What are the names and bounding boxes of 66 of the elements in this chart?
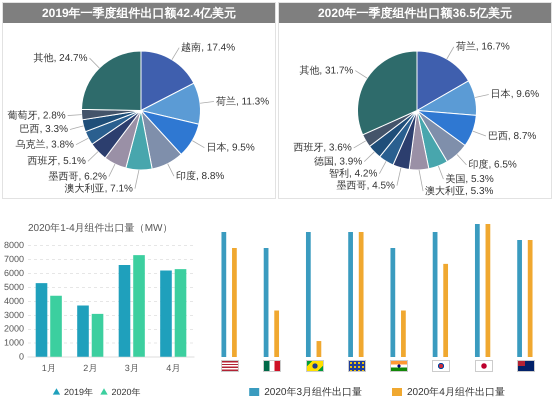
bar — [174, 269, 186, 357]
legend-label: 2020年4月组件出口量 — [407, 386, 505, 398]
slice-label: 墨西哥, 4.5% — [336, 180, 396, 192]
slice-label: 德国, 3.9% — [314, 156, 362, 168]
legend-label: 2020年 — [112, 386, 141, 397]
y-tick-label: 2000 — [4, 324, 24, 334]
bar — [133, 255, 145, 357]
slice-label: 巴西, 8.7% — [488, 130, 536, 142]
bar — [517, 240, 522, 357]
y-tick-label: 8000 — [4, 240, 24, 250]
slice-label: 西班牙, 5.1% — [28, 155, 86, 168]
bar — [232, 248, 237, 357]
y-tick-label: 1000 — [4, 338, 24, 348]
slice-label: 荷兰, 16.7% — [456, 40, 510, 53]
x-tick-label: 2月 — [83, 363, 98, 374]
y-tick-label: 6000 — [4, 268, 24, 278]
bar — [221, 232, 226, 357]
slice-label: 其他, 24.7% — [34, 52, 88, 64]
bar — [474, 224, 480, 357]
slice-label: 印度, 8.8% — [176, 170, 224, 182]
bar — [348, 232, 353, 357]
bar — [358, 232, 364, 357]
slice-label: 智利, 4.2% — [329, 167, 378, 180]
x-tick-label: 4月 — [166, 363, 180, 374]
chart-title: 2019年一季度组件出口额42.4亿美元 — [3, 3, 275, 23]
y-tick-label: 3000 — [4, 310, 24, 320]
bar — [160, 270, 172, 357]
slice-label: 澳大利亚, 7.1% — [64, 182, 134, 194]
bar — [528, 240, 533, 357]
bar — [50, 296, 62, 357]
slice-label: 美国, 5.3% — [445, 172, 494, 185]
chart-title: 2020年一季度组件出口额36.5亿美元 — [279, 3, 551, 23]
bar — [432, 232, 438, 357]
slice-label: 墨西哥, 6.2% — [48, 171, 107, 182]
bar — [36, 283, 48, 357]
slice-label: 其他, 31.7% — [299, 64, 354, 76]
slice-label: 西班牙, 3.6% — [293, 142, 352, 154]
bar — [118, 264, 130, 357]
y-tick-label: 4000 — [4, 296, 24, 306]
slice-label: 巴西, 3.3% — [20, 124, 68, 136]
slice-label: 乌克兰, 3.8% — [16, 138, 74, 150]
bar — [401, 310, 406, 357]
slice-label: 越南, 17.4% — [181, 41, 236, 54]
slice-label: 荷兰, 11.3% — [216, 95, 270, 108]
y-tick-label: 7000 — [4, 254, 24, 264]
slice-label: 葡萄牙, 2.8% — [7, 109, 66, 122]
slice-label: 日本, 9.5% — [206, 141, 255, 154]
x-tick-label: 3月 — [124, 363, 139, 374]
slice-label: 澳大利亚, 5.3% — [425, 184, 494, 197]
slice-label: 日本, 9.6% — [490, 88, 540, 100]
bar — [306, 232, 311, 357]
slice-label: 印度, 6.5% — [468, 158, 517, 171]
y-tick-label: 5000 — [4, 282, 24, 292]
bar — [443, 264, 448, 357]
bar — [77, 305, 89, 357]
bar — [92, 314, 104, 357]
legend-label: 2020年3月组件出口量 — [264, 386, 362, 398]
bar — [274, 310, 280, 357]
x-tick-label: 1月 — [42, 363, 56, 374]
y-tick-label: 0 — [19, 352, 24, 362]
bar — [486, 224, 490, 357]
bar — [264, 248, 268, 357]
legend-label: 2019年 — [64, 386, 94, 397]
bar — [390, 248, 396, 357]
bar — [316, 341, 322, 357]
chart-title: 2020年1-4月组件出口量（MW） — [27, 222, 174, 236]
